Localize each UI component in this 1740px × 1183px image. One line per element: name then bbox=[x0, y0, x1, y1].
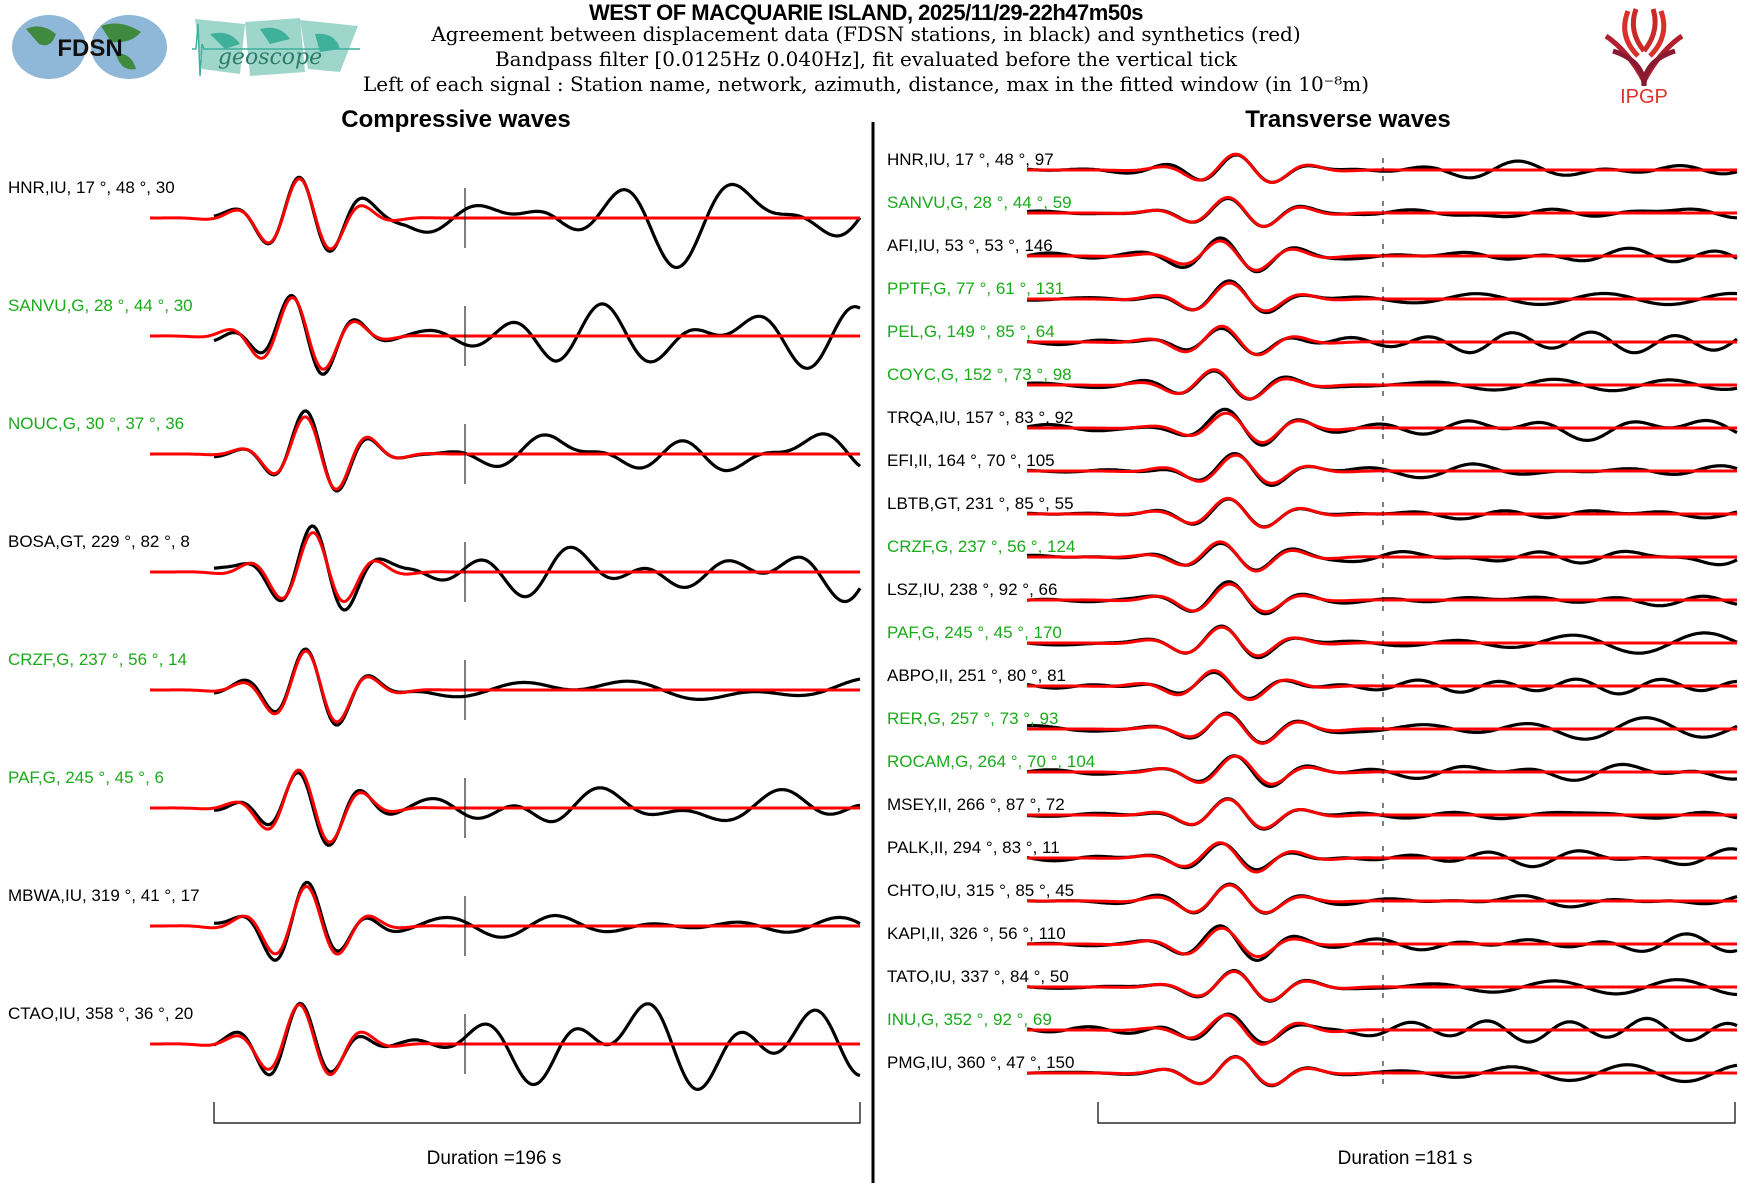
synthetic-trace bbox=[1027, 582, 1737, 614]
event-title: WEST OF MACQUARIE ISLAND, 2025/11/29-22h… bbox=[588, 0, 1144, 25]
station-label: PAF,G, 245 °, 45 °, 6 bbox=[8, 768, 164, 787]
station-label: TRQA,IU, 157 °, 83 °, 92 bbox=[887, 408, 1074, 427]
synthetic-trace bbox=[1027, 196, 1737, 228]
geoscope-logo: geoscope bbox=[190, 14, 362, 84]
data-trace bbox=[214, 880, 861, 962]
station-label: MBWA,IU, 319 °, 41 °, 17 bbox=[8, 886, 200, 905]
synthetic-trace bbox=[150, 296, 860, 371]
station-label: HNR,IU, 17 °, 48 °, 30 bbox=[8, 178, 175, 197]
station-label: CHTO,IU, 315 °, 85 °, 45 bbox=[887, 881, 1075, 900]
station-label: CTAO,IU, 358 °, 36 °, 20 bbox=[8, 1004, 194, 1023]
synthetic-trace bbox=[1027, 496, 1737, 529]
synthetic-trace bbox=[1027, 625, 1737, 658]
station-label: PMG,IU, 360 °, 47 °, 150 bbox=[887, 1053, 1075, 1072]
compressive-panel-title: Compressive waves bbox=[341, 106, 571, 133]
transverse-panel-title: Transverse waves bbox=[1245, 106, 1451, 133]
station-label: PPTF,G, 77 °, 61 °, 131 bbox=[887, 279, 1065, 298]
station-label: KAPI,II, 326 °, 56 °, 110 bbox=[887, 924, 1066, 943]
subtitle-legend: Left of each signal : Station name, netw… bbox=[362, 72, 1370, 96]
synthetic-trace bbox=[1027, 453, 1737, 485]
synthetic-trace bbox=[1027, 1055, 1737, 1087]
station-label: INU,G, 352 °, 92 °, 69 bbox=[887, 1010, 1052, 1029]
duration-bracket bbox=[1097, 1102, 1736, 1124]
station-label: MSEY,II, 266 °, 87 °, 72 bbox=[887, 795, 1065, 814]
data-trace bbox=[1027, 882, 1738, 915]
station-label: COYC,G, 152 °, 73 °, 98 bbox=[887, 365, 1072, 384]
station-label: NOUC,G, 30 °, 37 °, 36 bbox=[8, 414, 185, 433]
synthetic-trace bbox=[150, 768, 860, 844]
station-label: AFI,IU, 53 °, 53 °, 146 bbox=[887, 236, 1053, 255]
synthetic-trace bbox=[1027, 754, 1737, 786]
station-label: TATO,IU, 337 °, 84 °, 50 bbox=[887, 967, 1069, 986]
synthetic-trace bbox=[1027, 411, 1737, 445]
synthetic-trace bbox=[1027, 797, 1737, 830]
data-trace bbox=[213, 647, 861, 727]
station-label: LSZ,IU, 238 °, 92 °, 66 bbox=[887, 580, 1058, 599]
synthetic-trace bbox=[1027, 883, 1737, 914]
station-label: PEL,G, 149 °, 85 °, 64 bbox=[887, 322, 1055, 341]
ipgp-logo-text: IPGP bbox=[1620, 86, 1668, 106]
synthetic-trace bbox=[1027, 368, 1737, 401]
synthetic-trace bbox=[1027, 712, 1737, 745]
data-trace bbox=[213, 293, 861, 376]
data-trace bbox=[213, 1001, 861, 1092]
data-trace bbox=[1026, 1012, 1738, 1045]
data-trace bbox=[213, 524, 862, 612]
station-label: RER,G, 257 °, 73 °, 93 bbox=[887, 709, 1059, 728]
station-label: CRZF,G, 237 °, 56 °, 124 bbox=[887, 537, 1076, 556]
station-label: PALK,II, 294 °, 83 °, 11 bbox=[887, 838, 1060, 857]
station-label: CRZF,G, 237 °, 56 °, 14 bbox=[8, 650, 187, 669]
synthetic-trace bbox=[150, 649, 860, 724]
synthetic-trace bbox=[1027, 669, 1737, 702]
station-label: HNR,IU, 17 °, 48 °, 97 bbox=[887, 150, 1054, 169]
synthetic-trace bbox=[150, 415, 860, 491]
station-label: SANVU,G, 28 °, 44 °, 30 bbox=[8, 296, 193, 315]
synthetic-trace bbox=[150, 884, 860, 956]
station-label: LBTB,GT, 231 °, 85 °, 55 bbox=[887, 494, 1074, 513]
synthetic-trace bbox=[1027, 841, 1737, 874]
data-trace bbox=[1027, 279, 1738, 315]
synthetic-trace bbox=[1027, 970, 1737, 1003]
compressive-duration: Duration =196 s bbox=[426, 1148, 562, 1169]
synthetic-trace bbox=[150, 531, 860, 604]
station-label: ROCAM,G, 264 °, 70 °, 104 bbox=[887, 752, 1096, 771]
fdsn-logo-text: FDSN bbox=[57, 35, 122, 62]
synthetic-trace bbox=[1027, 239, 1737, 272]
station-label: SANVU,G, 28 °, 44 °, 59 bbox=[887, 193, 1072, 212]
synthetic-trace bbox=[1027, 281, 1737, 313]
station-label: ABPO,II, 251 °, 80 °, 81 bbox=[887, 666, 1066, 685]
synthetic-trace bbox=[1027, 1013, 1737, 1046]
duration-bracket bbox=[213, 1102, 861, 1124]
station-label: EFI,II, 164 °, 70 °, 105 bbox=[887, 451, 1055, 470]
synthetic-trace bbox=[150, 1003, 860, 1077]
data-trace bbox=[1026, 1054, 1738, 1088]
station-label: PAF,G, 245 °, 45 °, 170 bbox=[887, 623, 1062, 642]
synthetic-trace bbox=[1027, 152, 1737, 185]
fdsn-logo: FDSN bbox=[11, 14, 169, 80]
geoscope-logo-text: geoscope bbox=[218, 45, 322, 70]
ipgp-logo: IPGP bbox=[1598, 6, 1690, 106]
subtitle-agreement: Agreement between displacement data (FDS… bbox=[431, 22, 1301, 46]
data-trace bbox=[1026, 580, 1738, 616]
synthetic-trace bbox=[150, 177, 860, 251]
synthetic-trace bbox=[1027, 540, 1737, 573]
synthetic-trace bbox=[1027, 324, 1737, 357]
station-label: BOSA,GT, 229 °, 82 °, 8 bbox=[8, 532, 190, 551]
data-trace bbox=[213, 175, 862, 270]
synthetic-trace bbox=[1027, 926, 1737, 958]
subtitle-bandpass: Bandpass filter [0.0125Hz 0.040Hz], fit … bbox=[494, 47, 1238, 71]
transverse-duration: Duration =181 s bbox=[1337, 1148, 1473, 1169]
